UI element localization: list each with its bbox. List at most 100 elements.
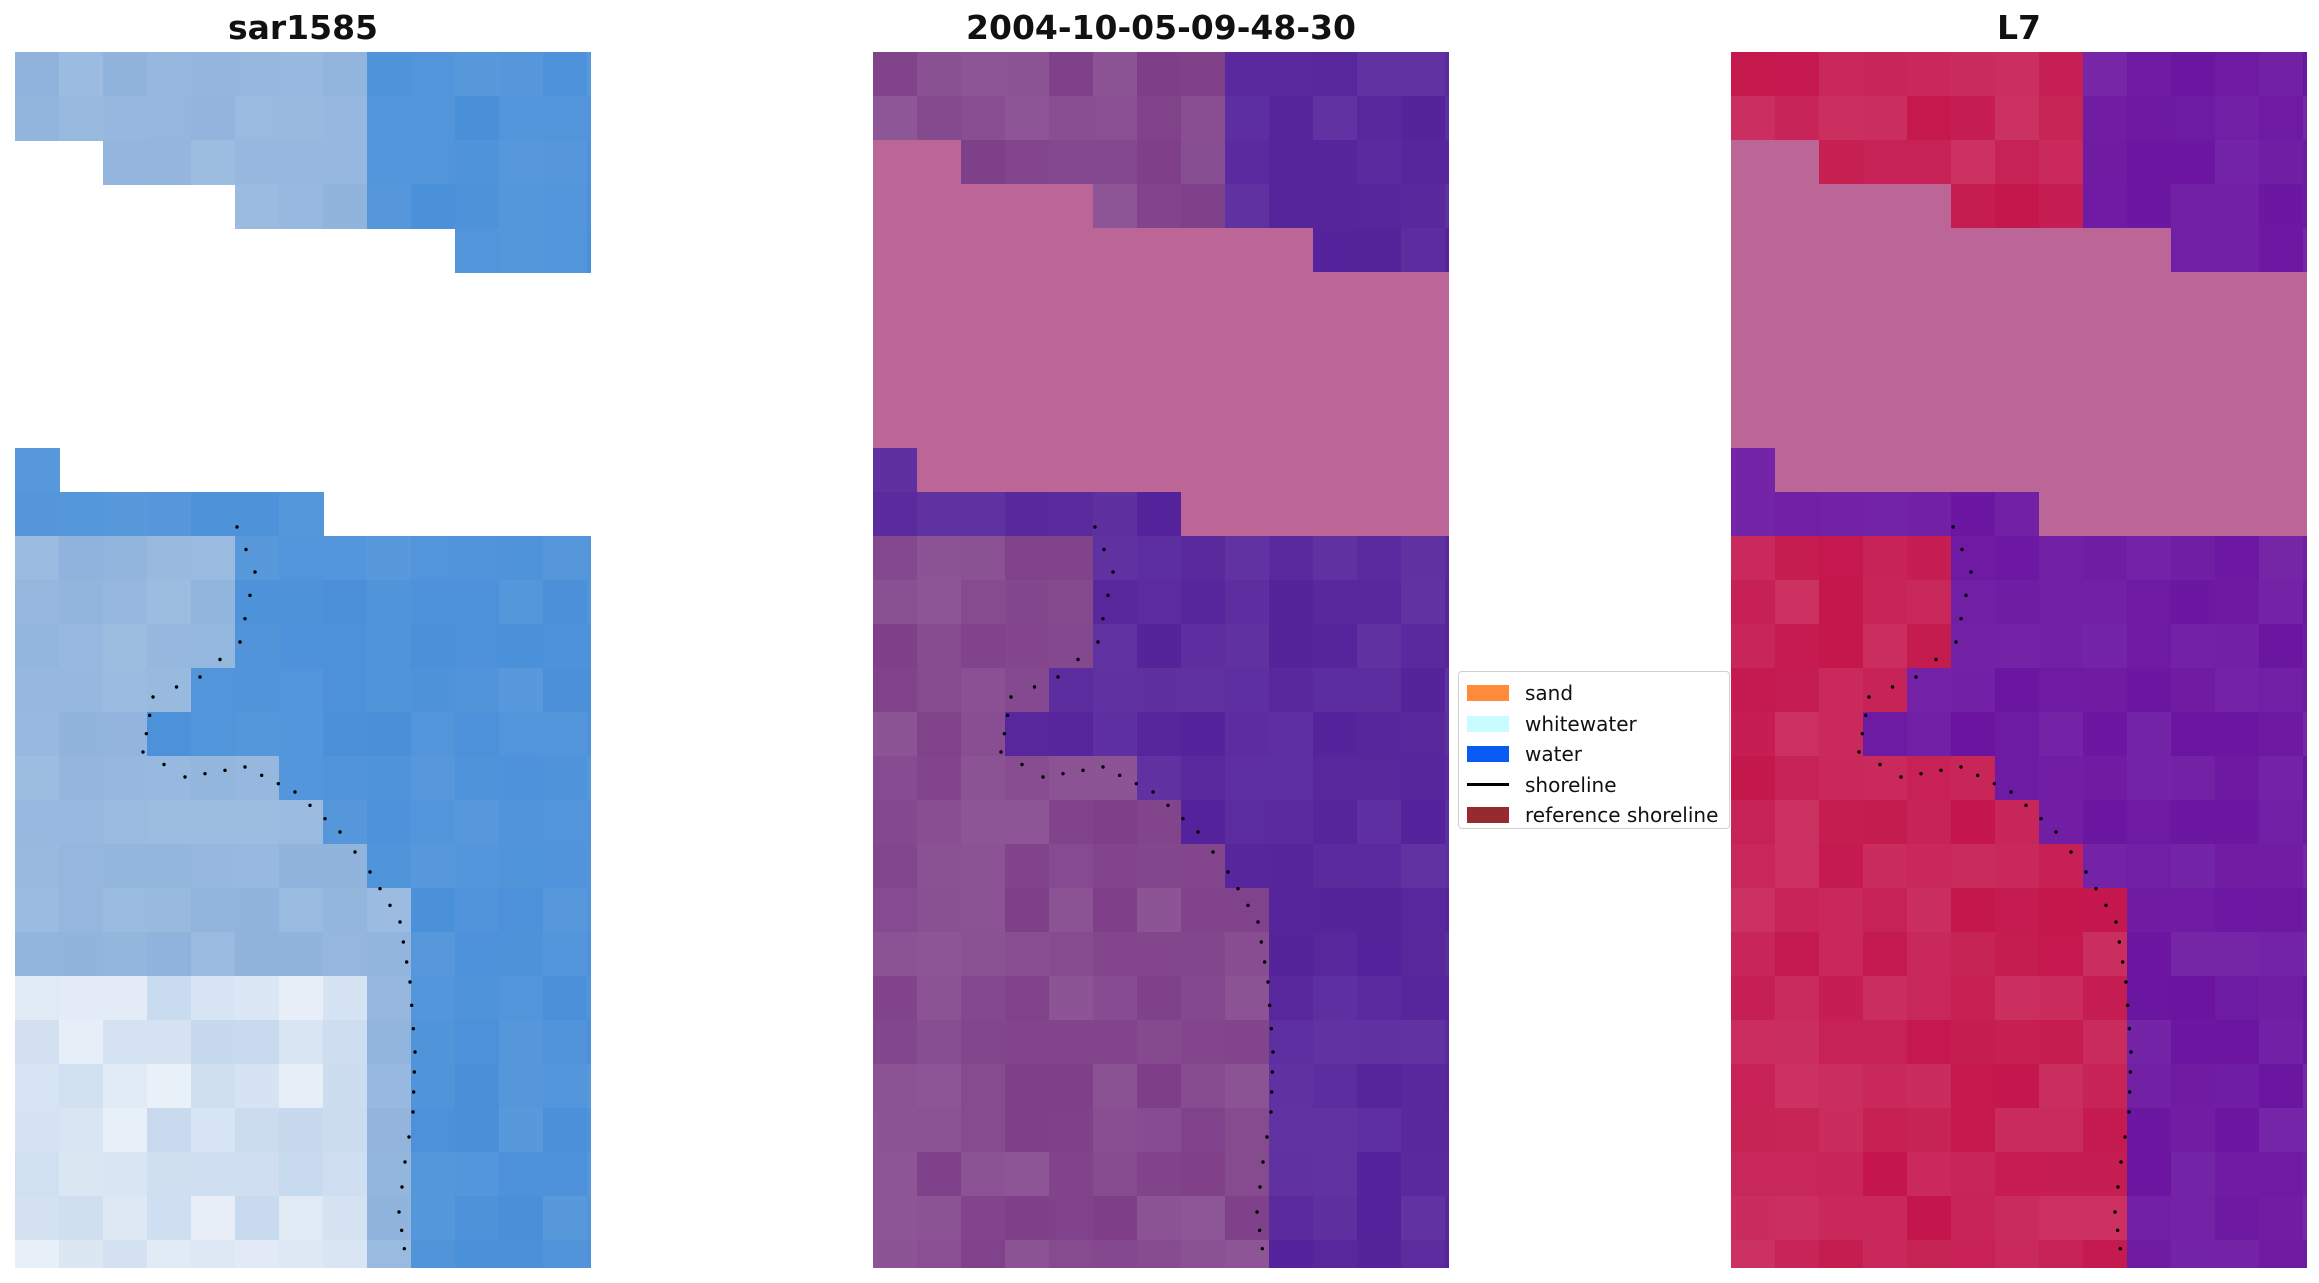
image-pixel	[367, 1020, 412, 1065]
image-pixel	[367, 668, 412, 713]
image-pixel	[455, 624, 500, 669]
image-pixel	[1731, 316, 1776, 361]
image-pixel	[1951, 1152, 1996, 1197]
image-pixel	[103, 140, 148, 185]
image-pixel	[1863, 800, 1908, 845]
image-pixel	[499, 624, 544, 669]
image-pixel	[2083, 140, 2128, 185]
whitewater-swatch	[1467, 715, 1509, 732]
image-pixel	[2083, 976, 2128, 1021]
image-pixel	[2083, 492, 2128, 537]
image-pixel	[1731, 448, 1776, 493]
shoreline-point	[2084, 870, 2088, 874]
image-pixel	[587, 888, 591, 933]
image-pixel	[1049, 316, 1094, 361]
image-pixel	[2171, 228, 2216, 273]
image-pixel	[15, 844, 60, 889]
image-pixel	[1401, 844, 1446, 889]
image-pixel	[1005, 888, 1050, 933]
image-pixel	[2303, 404, 2307, 449]
image-pixel	[323, 888, 368, 933]
image-pixel	[15, 580, 60, 625]
image-pixel	[1181, 228, 1226, 273]
image-pixel	[1225, 800, 1270, 845]
image-pixel	[1225, 360, 1270, 405]
image-pixel	[1775, 800, 1820, 845]
image-pixel	[499, 536, 544, 581]
image-pixel	[961, 800, 1006, 845]
image-pixel	[1313, 272, 1358, 317]
image-pixel	[1445, 580, 1449, 625]
image-pixel	[2171, 756, 2216, 801]
image-pixel	[1819, 888, 1864, 933]
image-pixel	[367, 536, 412, 581]
shoreline-point	[2120, 960, 2125, 964]
image-pixel	[1049, 184, 1094, 229]
image-pixel	[1269, 668, 1314, 713]
image-pixel	[2039, 1020, 2084, 1065]
image-pixel	[1401, 140, 1446, 185]
shoreline-point	[2115, 1228, 2120, 1233]
image-pixel	[1225, 580, 1270, 625]
image-pixel	[1269, 96, 1314, 141]
image-pixel	[1731, 580, 1776, 625]
image-pixel	[1049, 492, 1094, 537]
image-pixel	[1049, 932, 1094, 977]
image-pixel	[2083, 1196, 2128, 1241]
image-pixel	[1181, 272, 1226, 317]
shoreline-point	[1914, 675, 1918, 679]
image-pixel	[1357, 536, 1402, 581]
image-pixel	[2039, 1064, 2084, 1109]
image-pixel	[2127, 536, 2172, 581]
image-pixel	[2127, 492, 2172, 537]
image-pixel	[1005, 668, 1050, 713]
image-pixel	[323, 1240, 368, 1268]
image-pixel	[1225, 184, 1270, 229]
image-pixel	[1313, 976, 1358, 1021]
shoreline-point	[308, 803, 312, 808]
image-pixel	[1445, 624, 1449, 669]
shoreline-point	[1269, 1026, 1274, 1031]
image-pixel	[15, 976, 60, 1021]
image-pixel	[1445, 1108, 1449, 1153]
image-pixel	[367, 932, 412, 977]
image-pixel	[961, 96, 1006, 141]
image-pixel	[1357, 800, 1402, 845]
image-pixel	[103, 756, 148, 801]
image-pixel	[1269, 404, 1314, 449]
shoreline-point	[2039, 816, 2043, 821]
shoreline-point	[1262, 960, 1267, 964]
image-pixel	[1313, 800, 1358, 845]
image-pixel	[367, 1108, 412, 1153]
shoreline-point	[404, 960, 409, 964]
image-pixel	[1775, 316, 1820, 361]
image-pixel	[1951, 492, 1996, 537]
image-pixel	[1225, 976, 1270, 1021]
image-pixel	[1401, 272, 1446, 317]
image-pixel	[1225, 316, 1270, 361]
image-pixel	[235, 1020, 280, 1065]
image-pixel	[1731, 52, 1776, 97]
image-pixel	[1731, 624, 1776, 669]
water-swatch	[1467, 746, 1509, 763]
image-pixel	[1181, 184, 1226, 229]
image-pixel	[411, 624, 456, 669]
image-pixel	[1357, 1108, 1402, 1153]
image-pixel	[2259, 360, 2304, 405]
shoreline-point	[2117, 940, 2122, 944]
image-pixel	[1093, 1196, 1138, 1241]
image-pixel	[323, 756, 368, 801]
image-pixel	[2171, 712, 2216, 757]
image-pixel	[455, 1196, 500, 1241]
image-pixel	[2127, 1108, 2172, 1153]
image-pixel	[2039, 756, 2084, 801]
image-pixel	[2127, 448, 2172, 493]
image-pixel	[1181, 448, 1226, 493]
image-pixel	[235, 1240, 280, 1268]
image-pixel	[191, 140, 236, 185]
shoreline-point	[1246, 903, 1250, 908]
image-pixel	[1181, 404, 1226, 449]
image-pixel	[455, 800, 500, 845]
image-pixel	[961, 140, 1006, 185]
image-pixel	[235, 976, 280, 1021]
